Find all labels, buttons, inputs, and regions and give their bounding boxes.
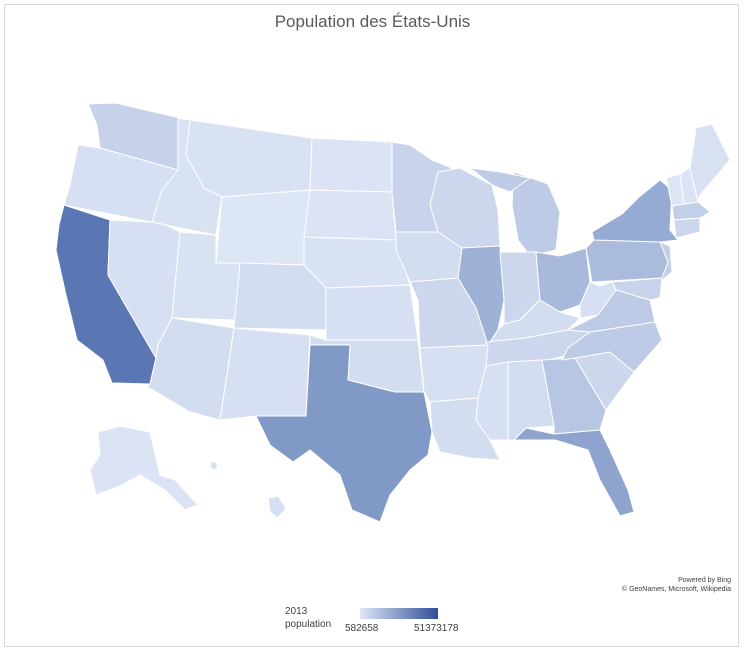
state-connecticut-ri[interactable] (673, 217, 701, 239)
attribution-text: © GeoNames, Microsoft, Wikipedia (621, 586, 731, 593)
state-new-mexico[interactable] (219, 327, 311, 421)
state-massachusetts[interactable] (671, 201, 711, 221)
state-kansas[interactable] (325, 284, 419, 341)
state-nebraska[interactable] (303, 236, 411, 289)
chart-title: Population des États-Unis (274, 12, 471, 31)
state-hawaii[interactable] (267, 495, 287, 519)
state-michigan-up[interactable] (469, 167, 531, 193)
state-new-york[interactable] (591, 179, 679, 243)
state-alaska[interactable] (89, 425, 199, 511)
legend-max-label: 51373178 (414, 623, 459, 634)
state-pennsylvania[interactable] (585, 239, 669, 283)
state-maine[interactable] (689, 123, 731, 203)
legend-title-metric: population (285, 619, 332, 630)
legend-title-year: 2013 (285, 606, 308, 617)
map-credits: Powered by Bing © GeoNames, Microsoft, W… (622, 576, 731, 594)
powered-by-bing: Powered by Bing (678, 577, 731, 584)
state-south-dakota[interactable] (303, 189, 397, 241)
legend-title: 2013 population (285, 605, 331, 631)
state-texas[interactable] (255, 344, 433, 523)
state-hawaii-islands[interactable] (209, 461, 219, 471)
state-maryland-delaware[interactable] (611, 277, 663, 301)
state-montana[interactable] (185, 119, 313, 198)
state-florida[interactable] (513, 427, 635, 517)
state-wyoming[interactable] (215, 189, 311, 266)
state-north-dakota[interactable] (309, 137, 393, 193)
legend-gradient-bar (360, 608, 438, 619)
legend-min-label: 582658 (345, 623, 379, 634)
state-arkansas[interactable] (419, 344, 489, 403)
